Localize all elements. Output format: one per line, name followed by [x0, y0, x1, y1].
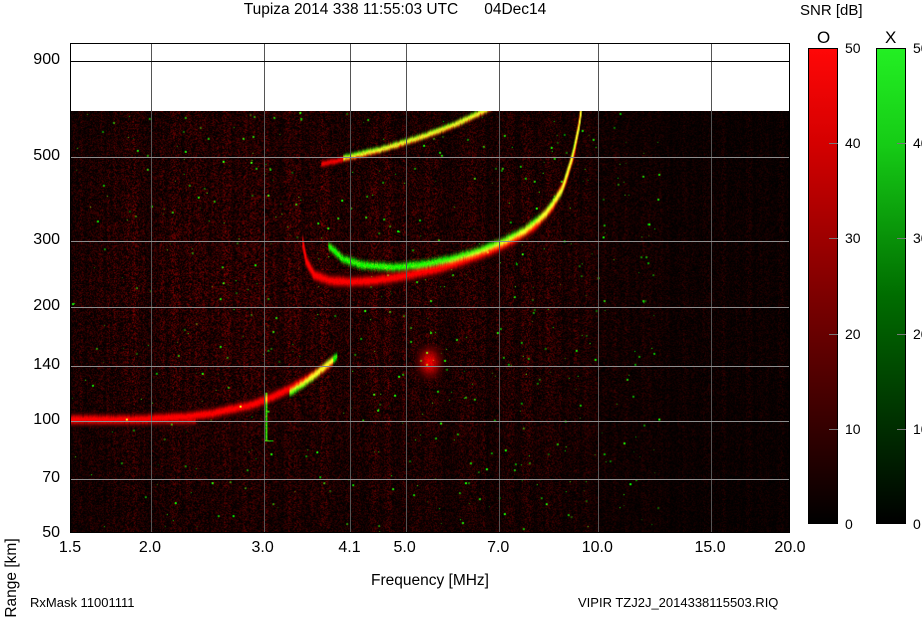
vipir-file-label: VIPIR TZJ2J_2014338115503.RIQ — [578, 595, 779, 610]
colorbar-tick-x-40: 40 — [913, 135, 922, 152]
x-tick-5.0: 5.0 — [393, 539, 416, 556]
colorbar-title: SNR [dB] — [800, 2, 863, 19]
colorbar-tick-o-40: 40 — [845, 135, 861, 152]
x-tick-2.0: 2.0 — [138, 539, 162, 556]
x-tick-10.0: 10.0 — [581, 539, 613, 556]
title-date-short: 04Dec14 — [484, 1, 547, 18]
y-tick-140: 140 — [33, 355, 60, 373]
colorbar-x-letter: X — [885, 28, 897, 47]
y-axis-title: Range [km] — [3, 538, 20, 618]
colorbar-tick-x-30: 30 — [913, 230, 922, 247]
x-tick-1.5: 1.5 — [58, 539, 82, 556]
colorbar-x-gradient — [876, 48, 906, 524]
y-tick-500: 500 — [33, 147, 60, 165]
colorbar-tick-o-30: 30 — [845, 230, 861, 247]
ionogram-plot — [70, 43, 790, 533]
colorbar-tick-o-0: 0 — [845, 516, 853, 532]
colorbar-dash — [829, 333, 838, 335]
x-tick-15.0: 15.0 — [694, 539, 726, 556]
ionogram-raster — [71, 111, 789, 532]
colorbar-tick-x-50: 50 — [913, 40, 922, 56]
colorbar-dash — [897, 143, 906, 145]
colorbar-o-gradient — [808, 48, 838, 524]
x-axis-title: Frequency [MHz] — [370, 572, 489, 589]
y-tick-900: 900 — [33, 51, 60, 69]
colorbar-dash — [829, 238, 838, 240]
x-tick-20.0: 20.0 — [774, 539, 806, 556]
rxmask-label: RxMask 11001111 — [30, 595, 135, 610]
colorbar-tick-o-20: 20 — [845, 325, 861, 342]
y-tick-70: 70 — [42, 468, 60, 486]
colorbar-tick-x-0: 0 — [913, 516, 921, 532]
y-tick-200: 200 — [33, 297, 60, 315]
y-tick-300: 300 — [33, 230, 60, 248]
colorbar-dash — [829, 143, 838, 145]
x-tick-3.0: 3.0 — [251, 539, 274, 556]
y-tick-50: 50 — [42, 524, 60, 541]
chart-title: Tupiza 2014 338 11:55:03 UTC 04Dec14 — [0, 1, 790, 19]
colorbar-tick-x-20: 20 — [913, 325, 922, 342]
ionogram-canvas — [71, 111, 789, 532]
gridline-h — [71, 61, 789, 63]
colorbar-o-letter: O — [817, 28, 831, 47]
colorbar-dash — [897, 333, 906, 335]
colorbar-tick-x-10: 10 — [913, 420, 922, 437]
x-tick-4.1: 4.1 — [338, 539, 361, 556]
colorbar-dash — [897, 428, 906, 430]
colorbar-tick-o-50: 50 — [845, 40, 861, 56]
colorbar-dash — [897, 238, 906, 240]
colorbar-tick-o-10: 10 — [845, 420, 861, 437]
y-tick-100: 100 — [33, 410, 60, 428]
colorbar-dash — [829, 428, 838, 430]
x-tick-7.0: 7.0 — [487, 539, 510, 556]
title-station-datetime: Tupiza 2014 338 11:55:03 UTC — [243, 1, 459, 18]
